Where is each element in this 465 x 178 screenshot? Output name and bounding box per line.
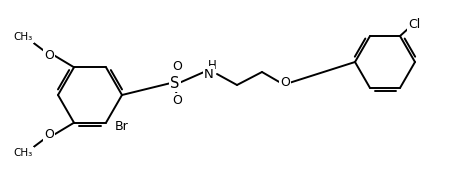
Text: CH₃: CH₃: [14, 32, 33, 42]
Text: CH₃: CH₃: [14, 148, 33, 158]
Text: H: H: [208, 59, 216, 72]
Text: O: O: [280, 77, 290, 90]
Text: O: O: [172, 93, 182, 106]
Text: Br: Br: [115, 120, 129, 133]
Text: O: O: [172, 59, 182, 72]
Text: N: N: [204, 67, 214, 80]
Text: O: O: [44, 49, 54, 62]
Text: O: O: [44, 128, 54, 141]
Text: S: S: [170, 75, 179, 90]
Text: Cl: Cl: [408, 17, 420, 30]
